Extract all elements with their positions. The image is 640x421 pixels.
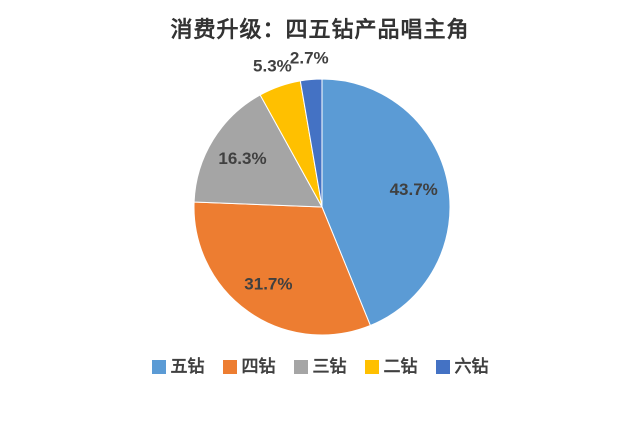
legend-item-三钻[interactable]: 三钻 bbox=[293, 357, 347, 376]
data-label-六钻: 2.7% bbox=[290, 49, 329, 68]
legend-label-三钻: 三钻 bbox=[312, 357, 347, 376]
legend-label-二钻: 二钻 bbox=[383, 357, 418, 376]
pie-slice-四钻[interactable] bbox=[193, 201, 372, 336]
legend-label-四钻: 四钻 bbox=[241, 357, 276, 376]
data-label-五钻: 43.7% bbox=[390, 180, 438, 199]
data-label-三钻: 16.3% bbox=[218, 149, 266, 168]
legend-swatch-二钻 bbox=[364, 359, 379, 374]
data-label-四钻: 31.7% bbox=[244, 275, 292, 294]
pie-slice-六钻[interactable] bbox=[299, 78, 323, 208]
legend-label-五钻: 五钻 bbox=[170, 357, 205, 376]
legend-swatch-六钻 bbox=[435, 359, 450, 374]
pie-slice-三钻[interactable] bbox=[193, 94, 323, 208]
pie-slice-五钻[interactable] bbox=[321, 78, 451, 327]
legend: 五钻 四钻 三钻 二钻 六钻 bbox=[0, 358, 640, 375]
legend-item-五钻[interactable]: 五钻 bbox=[151, 357, 205, 376]
legend-swatch-四钻 bbox=[222, 359, 237, 374]
chart-title: 消费升级：四五钻产品唱主角 bbox=[170, 17, 470, 42]
legend-item-四钻[interactable]: 四钻 bbox=[222, 357, 276, 376]
data-label-二钻: 5.3% bbox=[253, 56, 292, 75]
legend-swatch-三钻 bbox=[293, 359, 308, 374]
legend-item-六钻[interactable]: 六钻 bbox=[435, 357, 489, 376]
legend-swatch-五钻 bbox=[151, 359, 166, 374]
legend-label-六钻: 六钻 bbox=[454, 357, 489, 376]
legend-item-二钻[interactable]: 二钻 bbox=[364, 357, 418, 376]
